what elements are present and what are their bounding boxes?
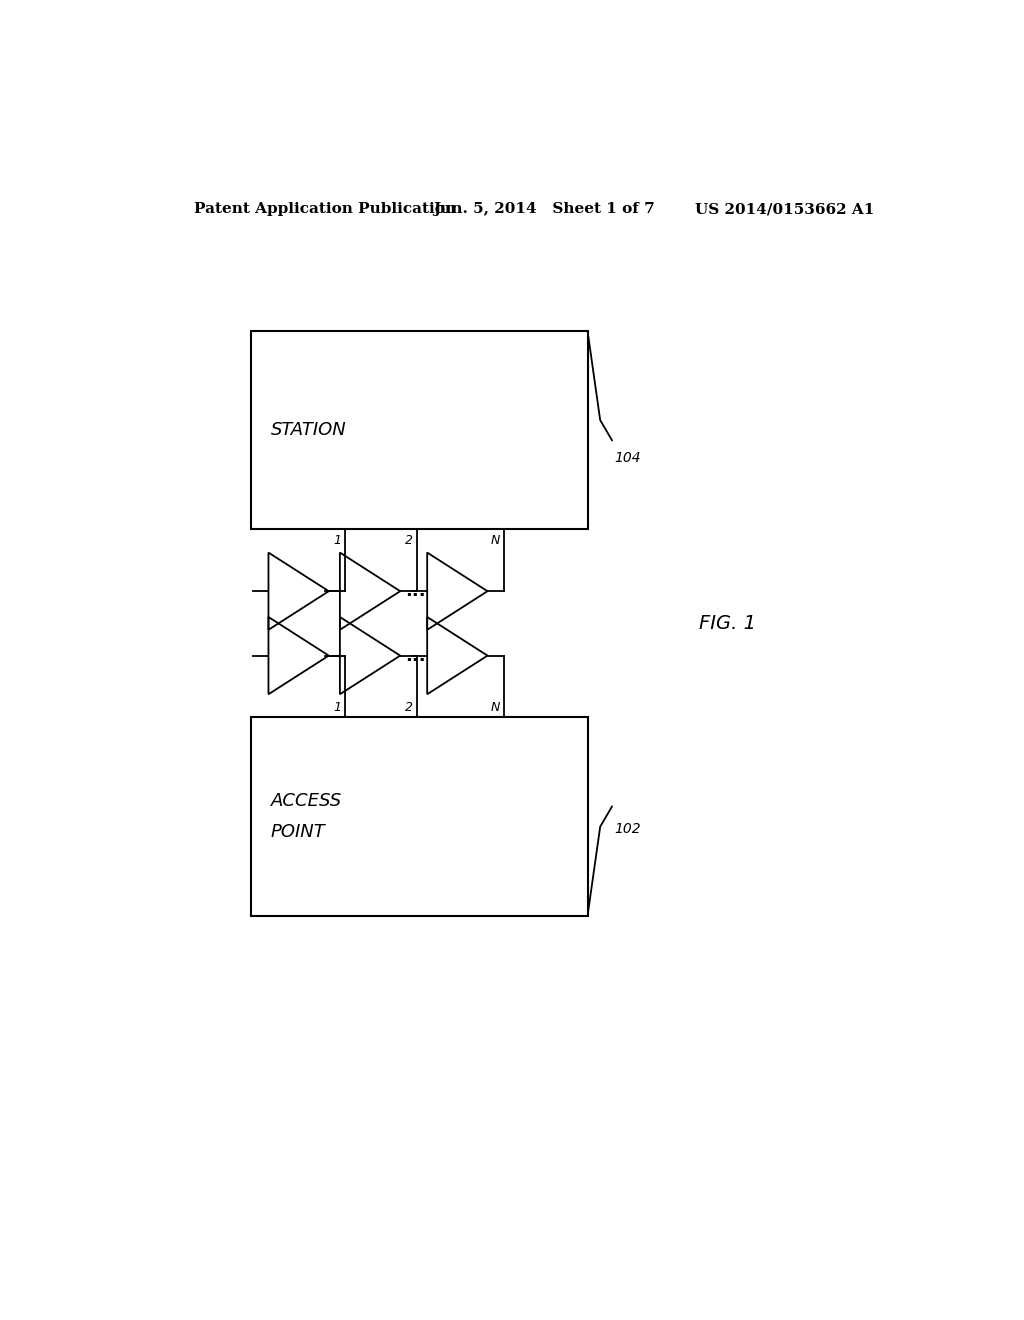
Bar (251, 331, 588, 529)
Text: 1: 1 (334, 535, 341, 548)
Text: 2: 2 (404, 701, 413, 714)
Text: N: N (490, 535, 500, 548)
Text: POINT: POINT (270, 822, 326, 841)
Text: N: N (490, 701, 500, 714)
Text: ...: ... (404, 647, 426, 665)
Bar (251, 718, 588, 916)
Text: 2: 2 (404, 535, 413, 548)
Text: Jun. 5, 2014   Sheet 1 of 7: Jun. 5, 2014 Sheet 1 of 7 (433, 202, 655, 216)
Text: FIG. 1: FIG. 1 (699, 614, 757, 632)
Text: STATION: STATION (270, 421, 346, 440)
Text: ...: ... (404, 582, 426, 601)
Text: Patent Application Publication: Patent Application Publication (194, 202, 456, 216)
Text: 104: 104 (614, 450, 641, 465)
Text: US 2014/0153662 A1: US 2014/0153662 A1 (695, 202, 874, 216)
Text: ACCESS: ACCESS (270, 792, 342, 810)
Text: 1: 1 (334, 701, 341, 714)
Text: 102: 102 (614, 821, 641, 836)
